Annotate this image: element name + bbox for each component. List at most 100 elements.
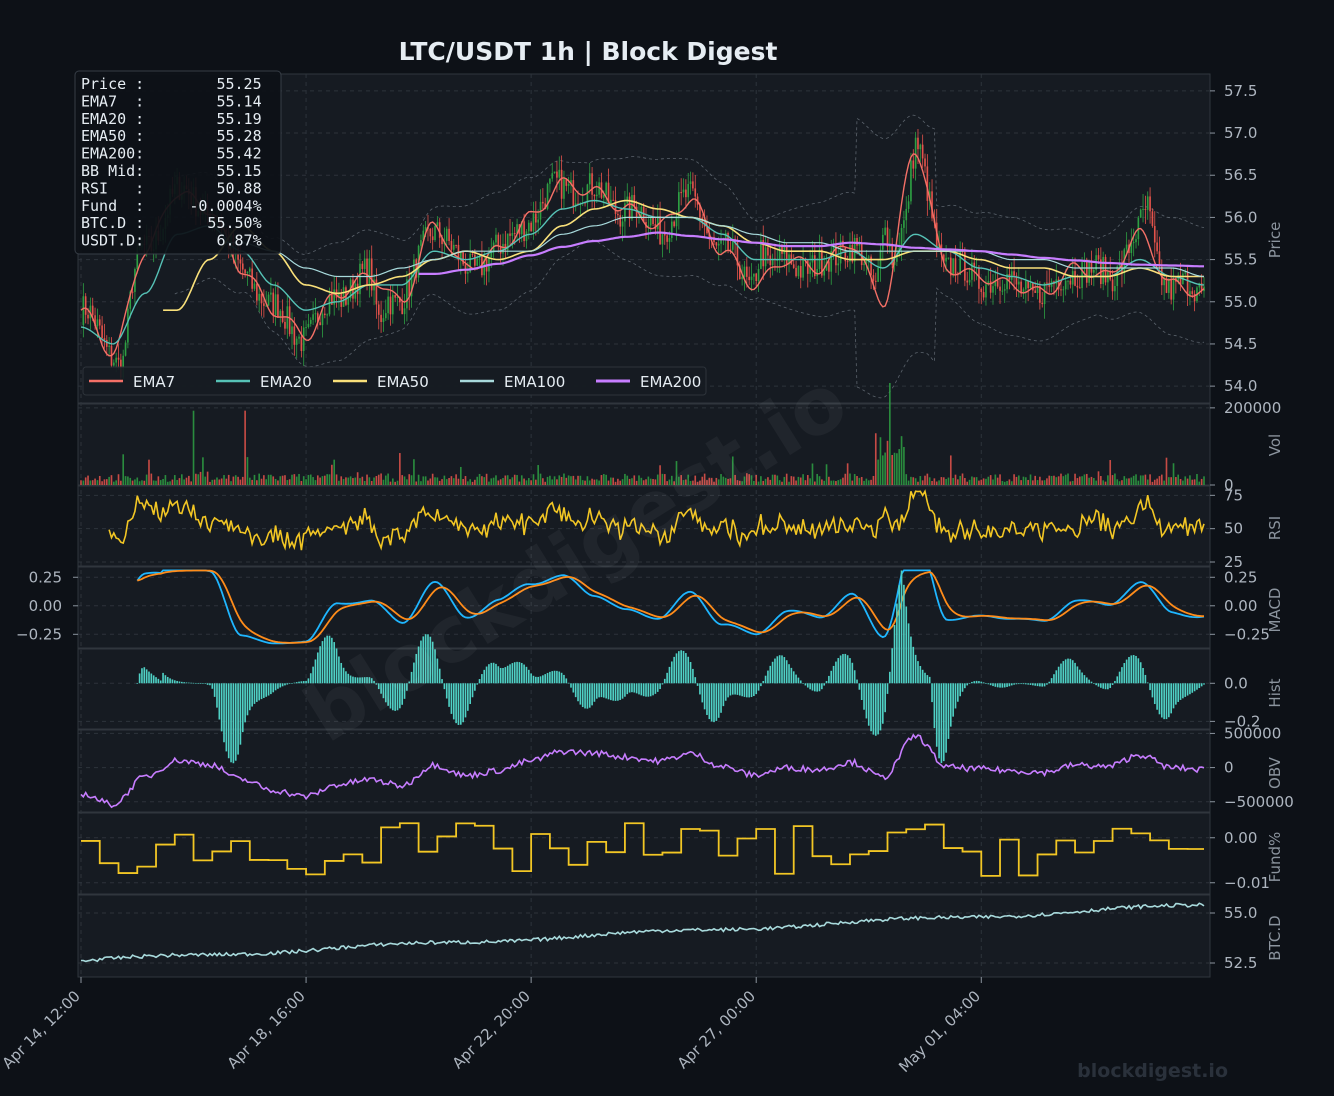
hist-bars [136,570,1205,764]
volume-bar [185,477,188,485]
candle-body [563,179,565,199]
volume-bar [961,473,964,485]
volume-bar [1111,475,1114,485]
volume-bar [429,478,432,485]
tick-label-left-macd: 0.00 [29,597,62,615]
volume-bar [858,477,861,485]
volume-bar [642,480,645,485]
tick-label-btcd: 55.0 [1224,904,1257,922]
volume-bar [1053,475,1055,485]
candle-body [124,342,127,356]
candle-body [595,194,598,197]
hist-bar [881,683,884,724]
volume-bar [335,474,338,485]
candle-body [652,217,654,225]
hist-bar [994,683,997,687]
candle-body [921,144,924,159]
hist-bar [872,683,875,735]
candle-body [391,294,394,315]
hist-bar [1029,683,1032,685]
candle-body [682,189,685,193]
hist-bar [185,682,188,684]
candle-body [525,231,528,242]
candle-body [1067,280,1069,282]
volume-bar [408,474,411,485]
hist-bar [1088,679,1090,684]
hist-bar [771,661,774,684]
hist-bar [384,683,387,703]
hist-bar [216,683,218,708]
volume-bar [949,455,952,485]
candle-body [560,169,563,199]
hist-bar [136,683,139,684]
volume-bar [741,481,743,485]
volume-bar [513,474,516,485]
volume-bar [567,475,570,485]
volume-bar [361,476,364,485]
hist-bar [706,683,708,715]
volume-bar [502,477,504,485]
volume-bar [445,479,448,485]
hist-bar [593,683,596,702]
volume-bar [731,456,734,485]
hist-bar [748,683,750,698]
ylabel-macd: MACD [1266,588,1284,633]
info-line: EMA20 : 55.19 [81,110,262,128]
volume-bar [804,480,807,485]
hist-bar [612,683,615,701]
volume-bar [560,476,563,485]
volume-bar [314,480,317,485]
volume-bar [656,474,659,485]
candle-body [436,222,439,227]
volume-bar [964,478,966,485]
hist-bar [642,683,645,697]
candle-body [319,322,321,326]
hist-bar [333,642,336,684]
hist-bar [1043,683,1046,687]
hist-bar [401,683,404,705]
hist-bar [886,683,889,694]
candle-body [396,297,399,299]
volume-bar [1189,475,1191,485]
candle-body [619,215,622,227]
volume-bar [748,474,750,485]
hist-bar [654,683,657,694]
hist-bar [863,683,865,710]
volume-bar [302,476,305,485]
candle-body [1092,269,1095,273]
hist-bar [1048,681,1051,684]
tick-label-obv: 0 [1224,759,1234,777]
hist-bar [375,683,378,685]
price-legend: EMA7 EMA20 EMA50 EMA100 EMA200 [82,366,707,396]
volume-bar [1102,480,1105,485]
hist-bar [410,671,413,684]
volume-bar [1139,475,1142,485]
volume-bar [492,477,495,485]
volume-bar [788,481,790,485]
hist-bar [767,670,769,684]
hist-bar [263,683,265,698]
hist-bar [356,677,359,684]
volume-bar [312,477,314,485]
candle-body [309,319,312,324]
volume-bar [1128,478,1130,485]
volume-bar [138,481,141,485]
volume-bar [738,480,741,485]
hist-bar [1006,683,1008,687]
volume-bar [685,479,687,485]
hist-bar [825,680,828,684]
volume-bar [176,479,178,485]
candle-body [537,219,539,223]
volume-bar [506,475,509,485]
volume-bar [867,480,870,485]
volume-bar [427,480,429,485]
hist-bar [600,683,603,698]
candle-body [661,234,664,245]
volume-bar [471,481,474,485]
candle-body [1132,242,1135,244]
volume-bar [166,481,169,485]
candle-body [1071,271,1074,285]
volume-bar [1163,480,1165,485]
volume-bar [666,481,668,485]
tick-label-rsi: 50 [1224,520,1243,538]
